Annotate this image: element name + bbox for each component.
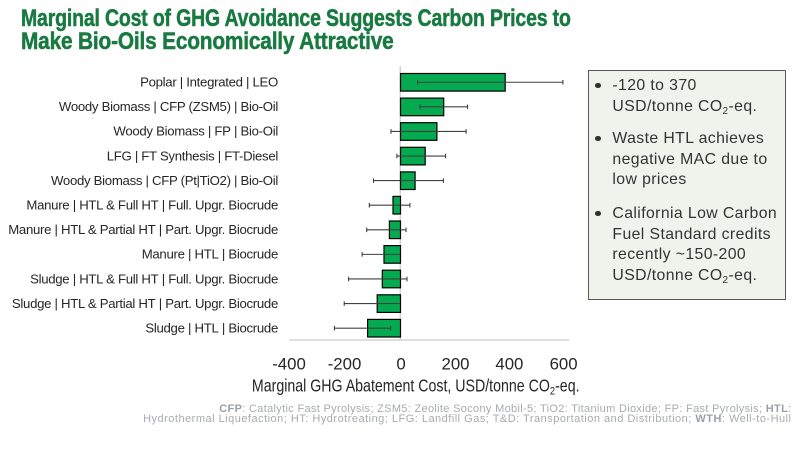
svg-text:Woody Biomass | CFP (ZSM5) | B: Woody Biomass | CFP (ZSM5) | Bio-Oil — [59, 99, 278, 114]
svg-text:Marginal GHG Abatement Cost, U: Marginal GHG Abatement Cost, USD/tonne C… — [252, 377, 580, 398]
svg-text:Sludge | HTL & Full HT | Full.: Sludge | HTL & Full HT | Full. Upgr. Bio… — [30, 271, 278, 286]
svg-text:Woody Biomass | CFP (Pt|TiO2): Woody Biomass | CFP (Pt|TiO2) | Bio-Oil — [51, 173, 278, 188]
svg-text:-400: -400 — [272, 355, 306, 374]
svg-text:Sludge | HTL & Partial HT | Pa: Sludge | HTL & Partial HT | Part. Upgr. … — [12, 296, 278, 311]
svg-text:Manure | HTL & Partial HT | Pa: Manure | HTL & Partial HT | Part. Upgr. … — [8, 222, 278, 237]
svg-text:600: 600 — [550, 355, 578, 374]
svg-text:200: 200 — [442, 355, 470, 374]
svg-text:Poplar | Integrated | LEO: Poplar | Integrated | LEO — [140, 75, 278, 90]
svg-text:Woody Biomass | FP | Bio-Oil: Woody Biomass | FP | Bio-Oil — [113, 124, 278, 139]
svg-text:LFG | FT Synthesis | FT-Diesel: LFG | FT Synthesis | FT-Diesel — [107, 148, 279, 163]
svg-text:Manure | HTL | Biocrude: Manure | HTL | Biocrude — [142, 247, 278, 262]
svg-text:0: 0 — [396, 355, 405, 374]
svg-text:400: 400 — [495, 355, 523, 374]
svg-text:-200: -200 — [328, 355, 362, 374]
svg-text:Manure | HTL & Full HT | Full.: Manure | HTL & Full HT | Full. Upgr. Bio… — [26, 198, 278, 213]
svg-text:Sludge | HTL | Biocrude: Sludge | HTL | Biocrude — [145, 321, 278, 336]
